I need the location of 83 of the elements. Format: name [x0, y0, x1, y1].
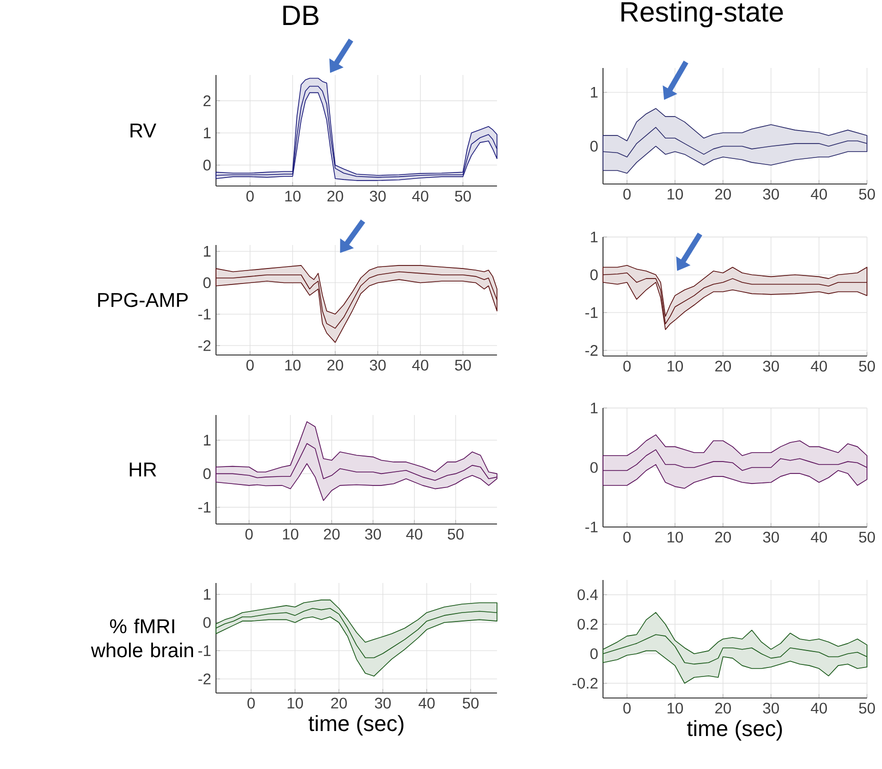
x-tick-label: 40: [810, 188, 827, 200]
x-tick-label: 40: [418, 698, 435, 709]
y-tick-label: -1: [585, 307, 598, 318]
x-tick-label: 0: [247, 698, 255, 709]
y-axis-title: HR: [130, 462, 156, 476]
y-tick-label: 1: [204, 246, 211, 257]
y-axis-title: RV: [130, 124, 156, 138]
y-tick-label: 1: [204, 589, 211, 600]
x-tick-label: 30: [763, 532, 779, 543]
x-tick-label: 20: [327, 360, 344, 371]
y-tick-label: -1: [198, 645, 211, 656]
y-axis-title: PPG-AMP: [98, 292, 188, 308]
x-axis-title: time (sec): [687, 720, 782, 741]
x-tick-label: 50: [462, 698, 479, 709]
x-tick-label: 40: [412, 360, 428, 371]
y-tick-label: 0: [203, 468, 211, 480]
x-tick-label: 10: [668, 702, 683, 714]
x-tick-label: 50: [455, 360, 471, 371]
y-tick-label: -1: [198, 502, 211, 513]
x-tick-label: 10: [283, 528, 298, 540]
y-tick-label: 0: [590, 269, 598, 280]
y-tick-label: -2: [198, 340, 211, 351]
x-tick-label: 10: [668, 532, 683, 543]
x-tick-label: 10: [285, 360, 301, 371]
x-tick-label: 0: [246, 360, 254, 371]
x-tick-label: 30: [365, 528, 381, 540]
y-tick-label: -1: [585, 522, 598, 532]
x-tick-label: 50: [455, 190, 471, 202]
chart-title: Resting-state: [621, 1, 783, 28]
x-tick-label: 10: [668, 360, 683, 372]
x-tick-label: 20: [324, 528, 340, 540]
y-tick-label: 1: [590, 87, 598, 98]
x-tick-label: 30: [763, 188, 779, 200]
x-tick-label: 30: [374, 698, 391, 709]
x-tick-label: 10: [668, 188, 683, 200]
x-tick-label: 30: [370, 360, 386, 371]
x-tick-label: 0: [245, 528, 253, 540]
y-tick-label: 0: [590, 140, 598, 152]
x-tick-label: 0: [623, 188, 631, 200]
y-tick-label: 0: [590, 648, 598, 660]
y-tick-label: -1: [198, 308, 211, 320]
x-tick-label: 20: [715, 188, 731, 200]
x-axis-title: time (sec): [308, 715, 404, 736]
x-tick-label: 0: [623, 702, 631, 714]
chart-title: DB: [283, 6, 318, 25]
y-tick-label: 2: [204, 95, 211, 106]
x-tick-label: 40: [810, 702, 827, 714]
x-tick-label: 20: [715, 360, 731, 372]
x-tick-label: 40: [810, 360, 827, 372]
x-tick-label: 20: [331, 698, 347, 709]
x-tick-label: 50: [859, 702, 875, 714]
y-tick-label: 0: [203, 277, 211, 288]
x-tick-label: 50: [859, 532, 875, 543]
x-tick-label: 40: [406, 528, 422, 540]
x-tick-label: 30: [763, 360, 779, 372]
x-tick-label: 30: [763, 702, 779, 714]
x-tick-label: 40: [412, 190, 428, 202]
x-tick-label: 50: [859, 360, 875, 372]
x-tick-label: 50: [448, 528, 464, 540]
y-tick-label: 1: [590, 232, 598, 242]
y-tick-label: 1: [590, 402, 598, 414]
x-tick-label: 20: [327, 190, 344, 202]
x-tick-label: 20: [715, 532, 731, 543]
x-tick-label: 20: [715, 702, 731, 714]
y-tick-label: -2: [198, 674, 211, 684]
x-tick-label: 50: [859, 188, 875, 200]
y-axis-title: % fMRI whole brain: [90, 618, 194, 658]
y-tick-label: 0.4: [578, 589, 598, 600]
y-tick-label: -2: [585, 344, 598, 356]
y-tick-label: 0.2: [578, 618, 598, 630]
y-tick-label: 0: [203, 160, 211, 171]
y-tick-label: 1: [204, 434, 211, 446]
y-tick-label: 1: [204, 128, 211, 138]
x-tick-label: 30: [370, 190, 386, 202]
x-tick-label: 0: [623, 532, 631, 543]
y-tick-label: -0.2: [572, 678, 598, 689]
x-tick-label: 40: [810, 532, 827, 543]
x-tick-label: 10: [285, 190, 301, 202]
x-tick-label: 10: [288, 698, 303, 709]
y-tick-label: 0: [203, 617, 211, 628]
y-tick-label: 0: [590, 462, 598, 473]
x-tick-label: 0: [246, 190, 254, 202]
x-tick-label: 0: [623, 360, 631, 372]
